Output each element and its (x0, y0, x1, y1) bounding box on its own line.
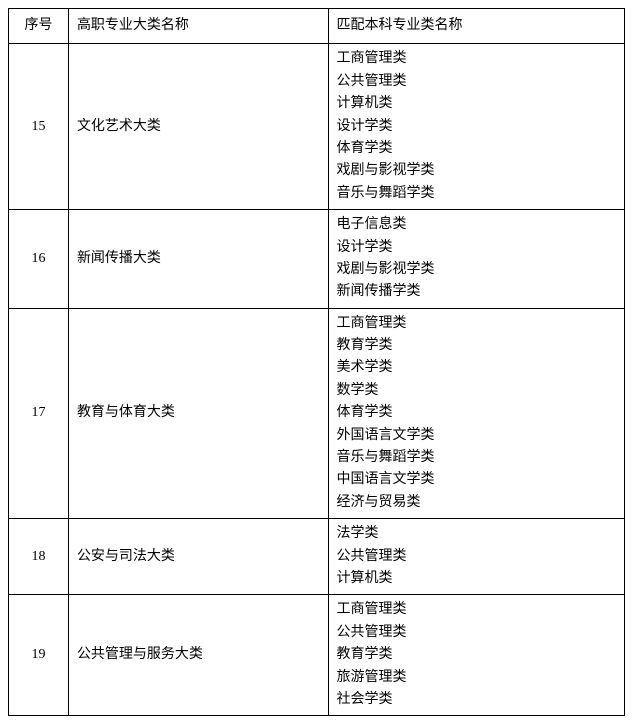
cell-match: 电子信息类设计学类戏剧与影视学类新闻传播学类 (328, 210, 625, 309)
cell-match: 工商管理类公共管理类教育学类旅游管理类社会学类 (328, 595, 625, 716)
match-item: 社会学类 (337, 689, 617, 711)
cell-seq: 17 (9, 308, 69, 519)
header-seq: 序号 (9, 9, 69, 44)
match-item: 计算机类 (337, 568, 617, 590)
cell-match: 工商管理类公共管理类计算机类设计学类体育学类戏剧与影视学类音乐与舞蹈学类 (328, 44, 625, 210)
match-item: 体育学类 (337, 402, 617, 424)
cell-major: 新闻传播大类 (68, 210, 328, 309)
table-row: 16新闻传播大类电子信息类设计学类戏剧与影视学类新闻传播学类 (9, 210, 625, 309)
cell-major: 公安与司法大类 (68, 519, 328, 595)
header-major: 高职专业大类名称 (68, 9, 328, 44)
match-item: 计算机类 (337, 93, 617, 115)
match-item: 美术学类 (337, 357, 617, 379)
match-item: 音乐与舞蹈学类 (337, 447, 617, 469)
match-item: 设计学类 (337, 116, 617, 138)
match-item: 经济与贸易类 (337, 492, 617, 514)
header-match: 匹配本科专业类名称 (328, 9, 625, 44)
cell-seq: 18 (9, 519, 69, 595)
match-item: 法学类 (337, 523, 617, 545)
match-item: 公共管理类 (337, 622, 617, 644)
table-body: 15文化艺术大类工商管理类公共管理类计算机类设计学类体育学类戏剧与影视学类音乐与… (9, 44, 625, 716)
table-row: 15文化艺术大类工商管理类公共管理类计算机类设计学类体育学类戏剧与影视学类音乐与… (9, 44, 625, 210)
cell-seq: 16 (9, 210, 69, 309)
match-item: 旅游管理类 (337, 667, 617, 689)
table-row: 17教育与体育大类工商管理类教育学类美术学类数学类体育学类外国语言文学类音乐与舞… (9, 308, 625, 519)
match-item: 设计学类 (337, 237, 617, 259)
match-item: 工商管理类 (337, 48, 617, 70)
match-item: 公共管理类 (337, 546, 617, 568)
match-item: 工商管理类 (337, 599, 617, 621)
cell-major: 公共管理与服务大类 (68, 595, 328, 716)
match-item: 戏剧与影视学类 (337, 259, 617, 281)
cell-seq: 19 (9, 595, 69, 716)
match-item: 数学类 (337, 380, 617, 402)
table-header-row: 序号 高职专业大类名称 匹配本科专业类名称 (9, 9, 625, 44)
match-item: 电子信息类 (337, 214, 617, 236)
match-item: 外国语言文学类 (337, 425, 617, 447)
cell-match: 工商管理类教育学类美术学类数学类体育学类外国语言文学类音乐与舞蹈学类中国语言文学… (328, 308, 625, 519)
table-row: 18公安与司法大类法学类公共管理类计算机类 (9, 519, 625, 595)
table-row: 19公共管理与服务大类工商管理类公共管理类教育学类旅游管理类社会学类 (9, 595, 625, 716)
major-mapping-table: 序号 高职专业大类名称 匹配本科专业类名称 15文化艺术大类工商管理类公共管理类… (8, 8, 625, 716)
cell-major: 文化艺术大类 (68, 44, 328, 210)
match-item: 音乐与舞蹈学类 (337, 183, 617, 205)
cell-major: 教育与体育大类 (68, 308, 328, 519)
cell-match: 法学类公共管理类计算机类 (328, 519, 625, 595)
match-item: 教育学类 (337, 644, 617, 666)
match-item: 中国语言文学类 (337, 469, 617, 491)
match-item: 教育学类 (337, 335, 617, 357)
match-item: 工商管理类 (337, 313, 617, 335)
cell-seq: 15 (9, 44, 69, 210)
match-item: 公共管理类 (337, 71, 617, 93)
match-item: 体育学类 (337, 138, 617, 160)
match-item: 新闻传播学类 (337, 281, 617, 303)
match-item: 戏剧与影视学类 (337, 160, 617, 182)
